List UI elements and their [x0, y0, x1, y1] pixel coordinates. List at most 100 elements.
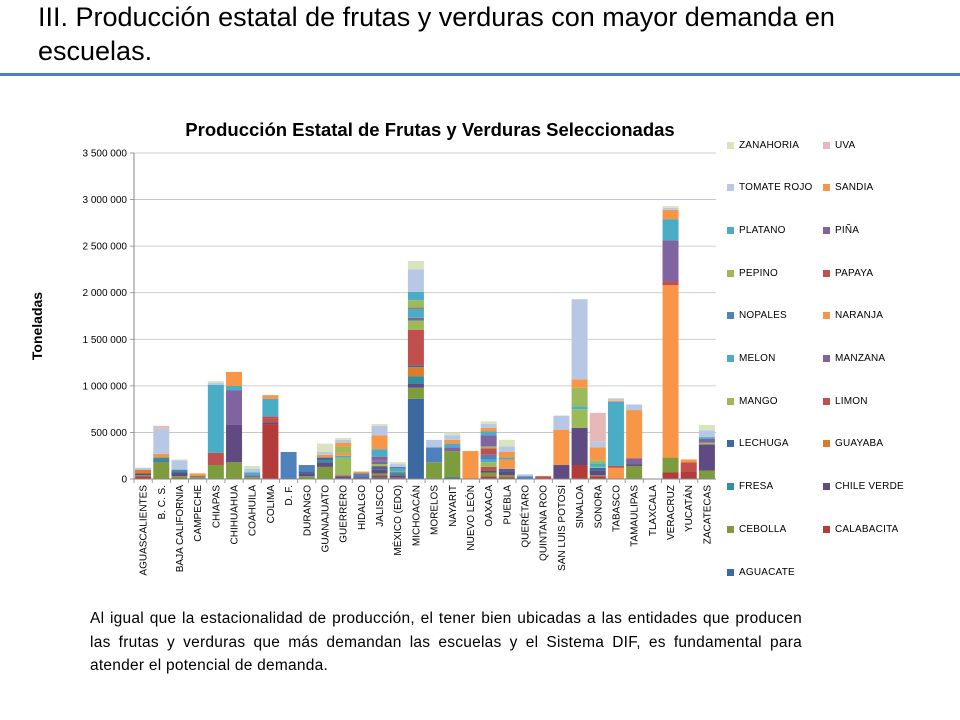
- bar-segment-guanajuato-lechuga: [316, 457, 333, 461]
- legend-item: CALABACITA: [823, 522, 899, 536]
- y-tick-label: 3 000 000: [83, 195, 128, 206]
- legend-swatch: [727, 269, 734, 277]
- legend-label: MANGO: [739, 395, 778, 407]
- bar-segment-guerrero-sandia: [335, 442, 352, 447]
- bar-segment-m-xico-edo--nopales: [389, 466, 406, 469]
- bar-segment-michoac-n-mango: [407, 320, 424, 330]
- bar-segment-michoac-n-chile-verde: [407, 383, 424, 388]
- x-tick-label: DURANGO: [302, 485, 313, 536]
- y-tick-label: 2 500 000: [83, 242, 128, 253]
- bar-segment-nayarit-aguacate: [444, 477, 461, 479]
- bar-segment-michoac-n-platano: [407, 291, 424, 301]
- x-tick-label: SINALOA: [575, 485, 586, 529]
- bar-segment-quer-taro-tomate-rojo: [517, 474, 534, 477]
- bar-segment-m-xico-edo--calabacita: [389, 477, 406, 479]
- legend-label: PIÑA: [835, 224, 860, 236]
- bar-segment-guanajuato-zanahoria: [316, 443, 333, 452]
- bar-segment-guanajuato-tomate-rojo: [316, 451, 333, 455]
- bar-segment-michoac-n-papaya: [407, 307, 424, 309]
- bar-segment-tabasco-sandia: [607, 400, 624, 402]
- legend-label: CEBOLLA: [739, 523, 787, 535]
- bar-segment-b-c-s--fresa: [153, 457, 170, 462]
- bar-segment-jalisco-limon: [371, 465, 388, 467]
- bar-segment-hidalgo-sandia: [353, 471, 370, 474]
- bar-segment-zacatecas-manzana: [698, 438, 715, 443]
- bar-segment-coahuila-zanahoria: [244, 465, 261, 469]
- bar-segment-guanajuato-cebolla: [316, 466, 333, 479]
- bar-segment-morelos-cebolla: [426, 462, 443, 479]
- legend-label: UVA: [835, 139, 856, 151]
- bar-segment-coahuila-melon: [244, 472, 261, 476]
- bar-segment-sinaloa-melon: [571, 406, 588, 410]
- bar-segment-baja-california-lechuga: [171, 469, 188, 471]
- legend-label: MANZANA: [835, 353, 886, 364]
- bar-segment-oaxaca-limon: [480, 466, 497, 471]
- y-tick-label: 1 500 000: [83, 335, 128, 346]
- bar-segment-puebla-chile-verde: [498, 471, 515, 476]
- bar-segment-aguascalientes-calabacita: [135, 476, 152, 479]
- bar-segment-coahuila-manzana: [244, 475, 261, 478]
- bar-segment-puebla-naranja: [498, 459, 515, 469]
- bar-segment-m-xico-edo--lechuga: [389, 472, 406, 474]
- legend-item: PEPINO: [727, 266, 778, 280]
- bar-segment-michoac-n-fresa: [407, 376, 424, 384]
- bar-segment-michoac-n-pepino: [407, 300, 424, 308]
- bar-segment-oaxaca-pi-a: [480, 435, 497, 447]
- legend-label: MELON: [739, 353, 776, 364]
- bar-segment-yucat-n-papaya: [680, 462, 697, 472]
- legend-item: PAPAYA: [823, 266, 873, 280]
- x-tick-label: TABASCO: [611, 485, 622, 532]
- legend-item: TOMATE ROJO: [727, 181, 813, 195]
- legend-item: CHILE VERDE: [823, 480, 904, 494]
- bar-segment-chihuahua-manzana: [226, 390, 243, 425]
- bar-segment-veracruz-platano: [662, 219, 679, 241]
- bar-segment-guerrero-naranja: [335, 452, 352, 456]
- bar-segment-jalisco-sandia: [371, 435, 388, 450]
- bar-segment-tamaulipas-naranja: [626, 410, 643, 459]
- bar-segment-baja-california-chile-verde: [171, 472, 188, 477]
- bar-segment-oaxaca-nopales: [480, 454, 497, 460]
- bar-segment-d-f--nopales: [280, 451, 297, 479]
- bar-segment-sonora-uva: [589, 412, 606, 442]
- bar-segment-baja-california-fresa: [171, 470, 188, 473]
- legend-label: TOMATE ROJO: [739, 182, 813, 194]
- bar-segment-chihuahua-cebolla: [226, 462, 243, 479]
- bar-segment-chiapas-tomate-rojo: [207, 383, 224, 385]
- bar-segment-tamaulipas-cebolla: [626, 465, 643, 479]
- legend-label: AGUACATE: [739, 566, 795, 578]
- bar-segment-tabasco-tomate-rojo: [607, 398, 624, 401]
- bar-segment-michoac-n-tomate-rojo: [407, 269, 424, 292]
- bar-segment-veracruz-calabacita: [662, 472, 679, 479]
- legend-label: ZANAHORIA: [739, 139, 800, 151]
- bar-segment-sinaloa-calabacita: [571, 465, 588, 479]
- y-tick-label: 500 000: [91, 428, 128, 439]
- bar-segment-jalisco-chile-verde: [371, 469, 388, 474]
- bar-segment-colima-platano: [262, 398, 279, 417]
- bar-segment-guanajuato-sandia: [316, 454, 333, 458]
- bar-segment-michoac-n-lechuga: [407, 365, 424, 368]
- bar-segment-colima-calabacita: [262, 424, 279, 479]
- legend-item: ZANAHORIA: [727, 138, 799, 152]
- bar-segment-morelos-nopales: [426, 447, 443, 463]
- bar-segment-morelos-tomate-rojo: [426, 439, 443, 448]
- legend-item: NOPALES: [727, 309, 787, 323]
- bar-segment-nayarit-tomate-rojo: [444, 435, 461, 440]
- bar-segment-nayarit-sandia: [444, 439, 461, 444]
- bar-segment-jalisco-tomate-rojo: [371, 425, 388, 436]
- chart-legend: ZANAHORIA UVA TOMATE ROJO SANDIA PLATANO PIÑA…: [723, 138, 938, 578]
- bar-segment-chihuahua-platano: [226, 385, 243, 391]
- legend-item: PIÑA: [823, 223, 859, 237]
- legend-item: AGUACATE: [727, 565, 795, 579]
- bar-segment-sonora-cebolla: [589, 475, 606, 477]
- bar-segment-oaxaca-melon: [480, 459, 497, 463]
- legend-swatch: [727, 355, 734, 362]
- legend-label: PAPAYA: [835, 267, 874, 279]
- bar-segment-jalisco-pi-a: [371, 456, 388, 460]
- x-tick-label: COAHUILA: [248, 485, 259, 536]
- bar-segment-m-xico-edo--tomate-rojo: [389, 464, 406, 467]
- bar-segment-m-xico-edo--zanahoria: [389, 462, 406, 465]
- bar-segment-durango-cebolla: [298, 476, 315, 479]
- bar-segment-michoac-n-limon: [407, 329, 424, 366]
- x-tick-label: NUEVO LEÓN: [464, 485, 477, 551]
- bar-segment-guerrero-tomate-rojo: [335, 439, 352, 443]
